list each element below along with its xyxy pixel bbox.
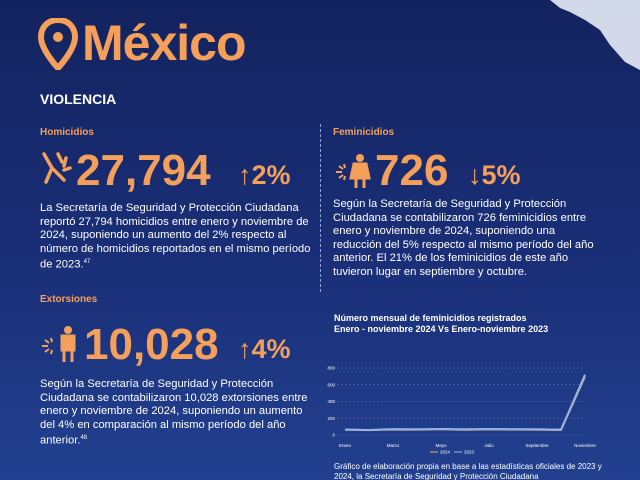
x-tick-label: Enero — [339, 443, 352, 448]
x-tick-label: Noviembre — [574, 443, 596, 448]
icon — [42, 326, 76, 362]
y-tick-label: 200 — [327, 416, 335, 421]
x-tick-label: Marzo — [387, 443, 400, 448]
y-tick-label: 0 — [332, 433, 335, 438]
x-tick-label: Mayo — [435, 443, 447, 448]
line-series — [344, 375, 586, 432]
stat-label: Homicidios — [40, 127, 94, 138]
title: México — [82, 15, 247, 71]
chart-caption: Gráfico de elaboración propia en base a … — [334, 462, 602, 480]
stat-label: Extorsiones — [40, 294, 98, 305]
chart-subtitle: Enero - noviembre 2024 Vs Enero-noviembr… — [334, 324, 549, 334]
divider — [320, 124, 321, 292]
icon — [42, 152, 72, 184]
y-tick-label: 600 — [327, 382, 335, 387]
map — [550, 0, 640, 70]
text: La Secretaría de Seguridad y Protección … — [40, 202, 311, 272]
stat-number: 27,794 — [76, 146, 211, 195]
reference: 48 — [80, 435, 88, 442]
line-series — [344, 374, 586, 431]
y-tick-label: 800 — [327, 366, 335, 371]
chart-title: Número mensual de feminicidios registrad… — [334, 313, 548, 335]
legend-label: 2024 — [440, 450, 451, 455]
stat-change: ↑2% — [238, 160, 291, 190]
stat-number: 10,028 — [84, 320, 219, 369]
legend-label: 2023 — [464, 450, 475, 455]
stat-label: Feminicidios — [333, 127, 395, 138]
stat-change: ↑4% — [238, 334, 291, 364]
stat-text: Según la Secretaría de Seguridad y Prote… — [333, 198, 594, 278]
text: Según la Secretaría de Seguridad y Prote… — [40, 378, 308, 448]
stat-text: Según la Secretaría de Seguridad y Prote… — [40, 378, 312, 449]
chart-title-line: Número mensual de feminicidios registrad… — [334, 313, 527, 323]
reference: 47 — [83, 259, 91, 266]
section-title: VIOLENCIA — [40, 91, 117, 107]
x-tick-label: Julio — [484, 443, 494, 448]
y-tick-label: 400 — [327, 399, 335, 404]
stat-number: 726 — [375, 146, 449, 195]
x-tick-label: Septiembre — [525, 443, 549, 448]
pin-icon — [38, 18, 78, 70]
icon — [336, 154, 371, 188]
stat-change: ↓5% — [468, 160, 521, 190]
stat-text: La Secretaría de Seguridad y Protección … — [40, 202, 312, 273]
